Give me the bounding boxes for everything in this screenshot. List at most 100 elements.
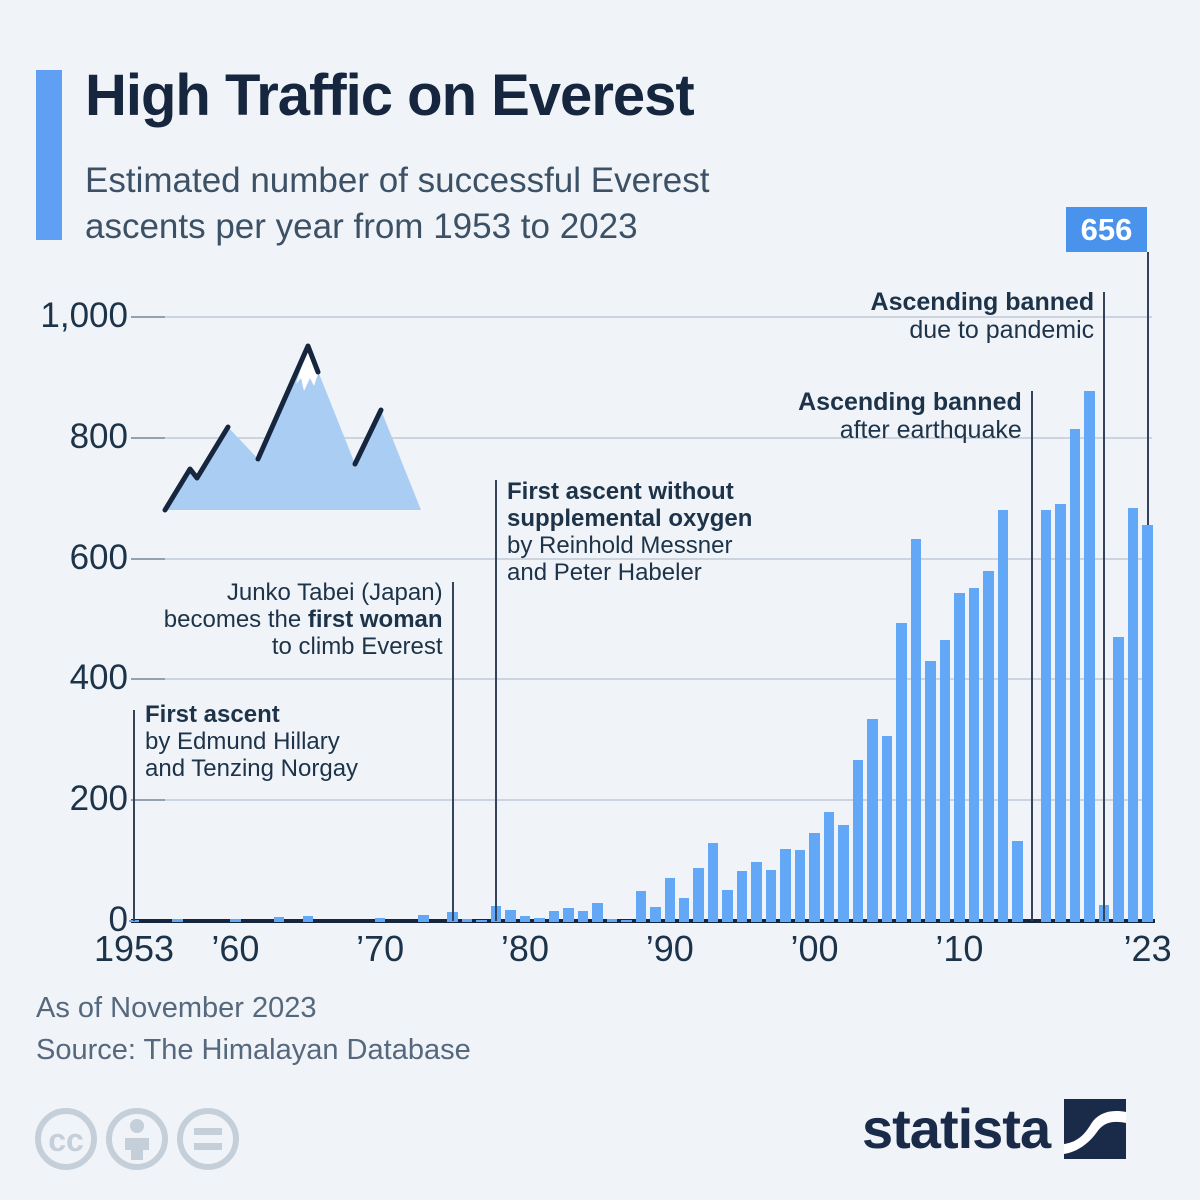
x-axis-label-1990: ’90 — [645, 928, 694, 969]
annotation-line-text: Junko Tabei (Japan) — [226, 579, 443, 606]
cc-license-icons[interactable]: cc — [34, 1104, 244, 1174]
bar-1986 — [606, 918, 618, 922]
bar-2011 — [968, 587, 980, 922]
y-axis-label-1000: 1,000 — [40, 296, 128, 335]
bar-2016 — [1040, 510, 1052, 922]
subtitle-line-1: Estimated number of successful Everest — [85, 161, 710, 200]
x-axis-label-1953: 1953 — [93, 928, 175, 969]
mountain-ridge-right — [352, 407, 384, 467]
bar-1994 — [722, 890, 733, 922]
annotation-line-text: Ascending banned — [798, 388, 1022, 416]
bar-2005 — [881, 736, 893, 922]
cc-attribution-icon[interactable] — [106, 1108, 168, 1170]
bar-2018 — [1069, 428, 1081, 922]
accent-bar — [36, 70, 62, 240]
bar-2014 — [1012, 840, 1023, 922]
page-title: High Traffic on Everest — [85, 63, 695, 128]
annotation-line-first-woman — [451, 581, 454, 921]
cc-icon[interactable]: cc — [35, 1108, 97, 1170]
gridline-tick-800 — [131, 436, 165, 439]
bar-1982 — [548, 910, 560, 922]
bar-1979 — [505, 910, 516, 922]
annotation-line-text: by Edmund Hillary — [145, 728, 340, 755]
bar-2022 — [1127, 508, 1139, 922]
gridline-tick-600 — [131, 557, 165, 560]
bar-2006 — [896, 623, 907, 922]
badge-leader-line — [1146, 252, 1149, 525]
gridline-800 — [131, 436, 1152, 439]
gridline-600 — [131, 557, 1152, 560]
x-axis-label-1970: ’70 — [356, 928, 405, 969]
bar-1960 — [230, 918, 241, 922]
annotation-line-text: supplemental oxygen — [507, 505, 753, 532]
y-axis-label-400: 400 — [69, 658, 128, 698]
y-axis-label-0: 0 — [108, 900, 128, 939]
bar-2017 — [1055, 504, 1066, 922]
bar-1980 — [519, 915, 531, 922]
cc-nd-icon[interactable] — [177, 1108, 239, 1170]
bar-1990 — [664, 878, 675, 922]
svg-text:cc: cc — [48, 1122, 84, 1158]
as-of-note: As of November 2023 — [36, 992, 317, 1024]
bar-1992 — [693, 867, 704, 922]
bar-2007 — [910, 538, 922, 922]
bar-1983 — [563, 907, 574, 922]
bar-1984 — [577, 911, 589, 922]
annotation-text-first-woman: Junko Tabei (Japan) becomes the first wom… — [164, 579, 443, 660]
x-axis-label-2010: ’10 — [935, 928, 984, 969]
gridline-400 — [131, 678, 1152, 681]
bar-2004 — [867, 718, 878, 922]
gridline-1000 — [131, 316, 1152, 318]
mountain-body — [165, 346, 421, 510]
bar-1996 — [751, 861, 762, 922]
bar-1993 — [707, 843, 719, 922]
annotation-line-pandemic-ban — [1103, 291, 1106, 921]
x-axis-label-1960: ’60 — [211, 928, 260, 969]
annotation-line-no-oxygen — [495, 480, 497, 921]
y-axis-label-800: 800 — [69, 416, 128, 456]
bar-1981 — [534, 917, 545, 922]
bar-1987 — [621, 919, 632, 922]
statista-logo-mark — [1064, 1098, 1127, 1159]
y-axis-label-600: 600 — [69, 537, 128, 577]
bar-1998 — [780, 848, 791, 922]
annotation-line-text: and Tenzing Norgay — [145, 755, 359, 782]
x-axis-label-2000: ’00 — [790, 928, 839, 969]
gridline-200 — [131, 799, 1152, 802]
statista-logo-text: statista — [862, 1097, 1051, 1160]
mountain-snowcap — [296, 346, 319, 391]
bar-1988 — [635, 891, 647, 922]
y-axis-label-200: 200 — [69, 779, 128, 819]
mountain-ridge-left — [162, 424, 231, 513]
annotation-text-first-ascent: First ascent by Edmund Hillary and Tenzing… — [145, 701, 358, 782]
annotation-text-earthquake-ban: Ascending banned after earthquake — [798, 388, 1022, 444]
annotation-line-text: after earthquake — [839, 416, 1022, 444]
annotation-text-no-oxygen: First ascent without supplemental oxygen b… — [507, 478, 752, 586]
annotation-line-text: due to pandemic — [909, 316, 1095, 344]
annotation-text-pandemic-ban: Ascending banned due to pandemic — [871, 288, 1095, 344]
source-note: Source: The Himalayan Database — [36, 1034, 471, 1066]
bar-2001 — [823, 811, 835, 922]
value-badge-2023: 656 — [1066, 207, 1147, 252]
bar-1985 — [592, 902, 603, 922]
bar-1989 — [650, 906, 661, 922]
bar-2021 — [1113, 637, 1124, 922]
subtitle-line-2: ascents per year from 1953 to 2023 — [85, 207, 638, 246]
bar-2010 — [954, 593, 965, 922]
bar-1997 — [765, 869, 777, 922]
annotation-line-text: by Reinhold Messner — [507, 532, 733, 559]
bar-1970 — [374, 917, 386, 922]
bar-2019 — [1084, 390, 1095, 922]
gridline-tick-1000 — [131, 316, 165, 318]
bar-2003 — [852, 760, 864, 922]
chart-subtitle: Estimated number of successful Everest a… — [85, 158, 709, 250]
bar-2023 — [1142, 524, 1153, 922]
bar-2000 — [809, 833, 820, 922]
x-axis-label-1980: ’80 — [500, 928, 549, 969]
bar-1991 — [678, 898, 690, 922]
bar-2008 — [925, 661, 936, 922]
statista-logo[interactable]: statista — [862, 1096, 1127, 1161]
mountain-ridge-main — [255, 343, 321, 462]
annotation-line-first-ascent — [133, 709, 135, 921]
